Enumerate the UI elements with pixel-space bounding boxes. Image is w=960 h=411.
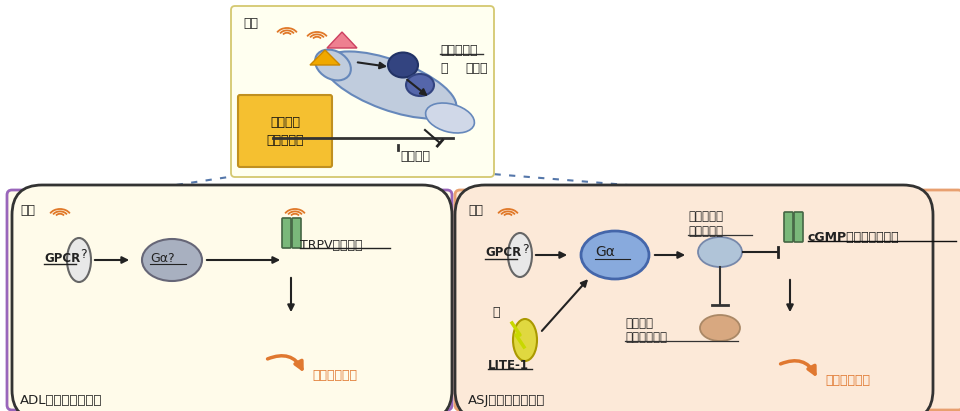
Ellipse shape — [581, 231, 649, 279]
Text: cGMP依存性チャネル: cGMP依存性チャネル — [808, 231, 900, 243]
Text: 温度: 温度 — [243, 18, 258, 30]
Text: ホスホジ: ホスホジ — [625, 316, 653, 330]
Polygon shape — [327, 32, 357, 48]
Text: 温度情報伝達: 温度情報伝達 — [312, 369, 357, 381]
Text: シクラーゼ: シクラーゼ — [688, 224, 723, 238]
Text: ?: ? — [80, 247, 86, 261]
Text: 温度: 温度 — [20, 205, 35, 217]
FancyBboxPatch shape — [238, 95, 332, 167]
Text: 温度受容: 温度受容 — [270, 116, 300, 129]
Text: Gα?: Gα? — [150, 252, 175, 265]
Text: グアニル酸: グアニル酸 — [688, 210, 723, 224]
FancyArrowPatch shape — [780, 361, 815, 374]
FancyBboxPatch shape — [231, 6, 494, 177]
Ellipse shape — [425, 103, 474, 133]
Text: ADL感覚ニューロン: ADL感覚ニューロン — [20, 393, 103, 406]
FancyArrowPatch shape — [268, 356, 302, 369]
Text: GPCR: GPCR — [485, 247, 521, 259]
Text: など: など — [465, 62, 488, 74]
Text: エステラーゼ: エステラーゼ — [625, 330, 667, 344]
FancyBboxPatch shape — [794, 212, 803, 242]
Text: ニューロン: ニューロン — [440, 44, 477, 56]
Text: 腸: 腸 — [440, 62, 447, 74]
Ellipse shape — [388, 53, 418, 78]
Ellipse shape — [406, 74, 434, 96]
Text: 温度情報伝達: 温度情報伝達 — [825, 374, 870, 386]
Text: ?: ? — [522, 242, 529, 256]
Text: 温度: 温度 — [468, 205, 483, 217]
Ellipse shape — [67, 238, 91, 282]
Ellipse shape — [700, 315, 740, 341]
FancyBboxPatch shape — [784, 212, 793, 242]
Text: TRPVチャネル: TRPVチャネル — [300, 238, 363, 252]
Text: 光: 光 — [492, 307, 499, 319]
FancyBboxPatch shape — [455, 185, 933, 411]
Text: 温度順化: 温度順化 — [400, 150, 430, 164]
Polygon shape — [310, 50, 340, 65]
Ellipse shape — [698, 237, 742, 267]
Ellipse shape — [508, 233, 532, 277]
Ellipse shape — [513, 319, 537, 361]
Ellipse shape — [324, 51, 456, 118]
Ellipse shape — [142, 239, 202, 281]
Ellipse shape — [315, 50, 351, 81]
FancyBboxPatch shape — [7, 190, 452, 410]
Text: ニューロン: ニューロン — [266, 134, 303, 146]
Text: ASJ感覚ニューロン: ASJ感覚ニューロン — [468, 393, 545, 406]
Text: LITE-1: LITE-1 — [488, 358, 529, 372]
Text: GPCR: GPCR — [44, 252, 81, 265]
FancyBboxPatch shape — [455, 190, 960, 410]
FancyBboxPatch shape — [282, 218, 291, 248]
FancyBboxPatch shape — [292, 218, 301, 248]
Text: Gα: Gα — [595, 245, 614, 259]
FancyBboxPatch shape — [12, 185, 452, 411]
